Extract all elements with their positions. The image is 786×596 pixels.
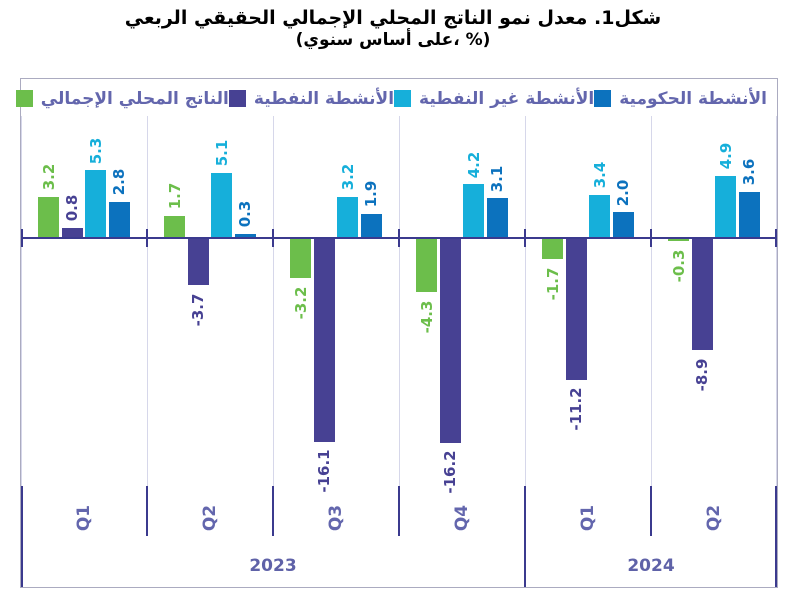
value-label-government-5: 3.6: [740, 158, 759, 186]
bar-oil-q3-2: [313, 237, 335, 442]
year-edge-line: [21, 486, 23, 587]
value-label-non-oil-4: 3.4: [590, 161, 609, 189]
x-tick-label-q3-2: Q3: [326, 504, 346, 532]
bar-non-oil-q2-1: [211, 173, 233, 238]
legend-swatch-gdp-icon: [15, 90, 33, 107]
plot-area: 3.2 1.7 -3.2 -4.3 -1.7 -0.3 0.8 -3.7 -16.1 -16.2-…: [21, 116, 777, 494]
x-axis: Q1 Q2 Q3 Q4 Q1 Q2 2023 2024: [21, 486, 777, 587]
bar-oil-q2-1: [187, 237, 209, 285]
legend-swatch-non-oil-icon: [394, 90, 412, 107]
x-tick-label-q4-3: Q4: [452, 504, 472, 532]
value-label-non-oil-5: 4.9: [716, 142, 735, 170]
year-divider: [524, 486, 526, 587]
value-label-gdp-1: 1.7: [165, 183, 184, 210]
value-label-non-oil-3: 4.2: [464, 151, 483, 178]
year-label-2024: 2024: [627, 556, 675, 576]
year-edge-line: [775, 486, 777, 587]
value-label-oil-4: -11.2: [567, 387, 586, 431]
value-label-gdp-0: 3.2: [39, 164, 58, 191]
bar-gdp-q3-2: [290, 237, 312, 279]
bar-government-q1-0: [108, 202, 130, 238]
quarter-tick: [398, 486, 400, 536]
value-label-non-oil-2: 3.2: [338, 164, 357, 191]
legend-label-oil: الأنشطة النفطية: [253, 88, 395, 109]
bar-gdp-q4-3: [416, 237, 438, 293]
value-label-government-4: 2.0: [614, 179, 633, 206]
gridline: [776, 116, 777, 486]
quarter-tick: [650, 486, 652, 536]
bar-government-q2-1: [234, 233, 256, 238]
value-label-non-oil-1: 5.1: [212, 139, 231, 167]
value-label-gdp-3: -4.3: [417, 300, 436, 334]
bar-gdp-q1-0: [38, 197, 60, 238]
legend-label-gdp: الناتج المحلي الإجمالي: [40, 88, 229, 109]
axis-tick: [21, 228, 23, 247]
bar-non-oil-q4-3: [463, 184, 485, 238]
gridline: [525, 116, 526, 486]
value-label-oil-1: -3.7: [189, 293, 208, 326]
year-label-2023: 2023: [249, 556, 297, 576]
axis-tick: [524, 228, 526, 247]
legend-item-government: الأنشطة الحكومية: [594, 89, 767, 109]
quarter-tick: [272, 486, 274, 536]
bar-government-q1-4: [612, 212, 634, 238]
chart-title: شكل1. معدل نمو الناتج المحلي الإجمالي ال…: [0, 6, 786, 51]
value-label-government-3: 3.1: [488, 165, 507, 192]
gridline: [21, 116, 22, 486]
bar-government-q3-2: [360, 213, 382, 238]
bar-government-q2-5: [738, 192, 760, 238]
value-label-oil-5: -8.9: [693, 359, 712, 392]
legend-item-gdp: الناتج المحلي الإجمالي: [15, 88, 229, 109]
value-label-non-oil-0: 5.3: [86, 137, 105, 165]
legend-swatch-government-icon: [594, 90, 612, 107]
gridline: [399, 116, 400, 486]
gridline: [651, 116, 652, 486]
axis-tick: [398, 228, 400, 247]
bar-gdp-q1-4: [542, 237, 564, 260]
axis-tick: [272, 228, 274, 247]
legend-label-non-oil: الأنشطة غير النفطية: [419, 88, 595, 109]
value-label-oil-0: 0.8: [63, 194, 82, 222]
axis-tick: [650, 228, 652, 247]
legend: الأنشطة الحكومية الأنشطة غير النفطية الأنش…: [15, 79, 777, 116]
bar-non-oil-q3-2: [337, 197, 359, 238]
x-tick-label-q1-0: Q1: [74, 504, 94, 532]
legend-item-non-oil: الأنشطة غير النفطية: [394, 89, 594, 109]
value-label-government-1: 0.3: [236, 200, 255, 228]
legend-item-oil: الأنشطة النفطية: [228, 88, 395, 109]
axis-tick: [775, 228, 777, 247]
bar-gdp-q2-5: [668, 237, 690, 242]
x-tick-label-q2-5: Q2: [704, 504, 724, 532]
bar-non-oil-q1-0: [85, 170, 107, 238]
gridline: [147, 116, 148, 486]
bar-gdp-q2-1: [164, 216, 186, 238]
bar-oil-q2-5: [691, 237, 713, 351]
bar-non-oil-q1-4: [589, 194, 611, 238]
bar-government-q4-3: [486, 198, 508, 238]
chart-frame: الأنشطة الحكومية الأنشطة غير النفطية الأنش…: [15, 78, 778, 588]
value-label-gdp-4: -1.7: [543, 267, 562, 301]
value-label-government-2: 1.9: [362, 180, 381, 208]
x-tick-label-q1-4: Q1: [578, 504, 598, 532]
chart-title-line-1: شكل1. معدل نمو الناتج المحلي الإجمالي ال…: [124, 7, 662, 29]
bar-non-oil-q2-5: [715, 175, 737, 238]
x-tick-label-q2-1: Q2: [200, 504, 220, 532]
value-label-government-0: 2.8: [110, 169, 129, 196]
value-label-gdp-2: -3.2: [291, 286, 310, 320]
bar-oil-q4-3: [439, 237, 461, 443]
bar-oil-q1-0: [61, 227, 83, 238]
legend-swatch-oil-icon: [228, 90, 246, 107]
gridline: [273, 116, 274, 486]
axis-tick: [146, 228, 148, 247]
chart-title-line-2: (على أساس سنوي، %): [295, 30, 491, 50]
quarter-tick: [146, 486, 148, 536]
bar-oil-q1-4: [565, 237, 587, 380]
legend-label-government: الأنشطة الحكومية: [619, 88, 767, 109]
value-label-gdp-5: -0.3: [669, 250, 688, 283]
